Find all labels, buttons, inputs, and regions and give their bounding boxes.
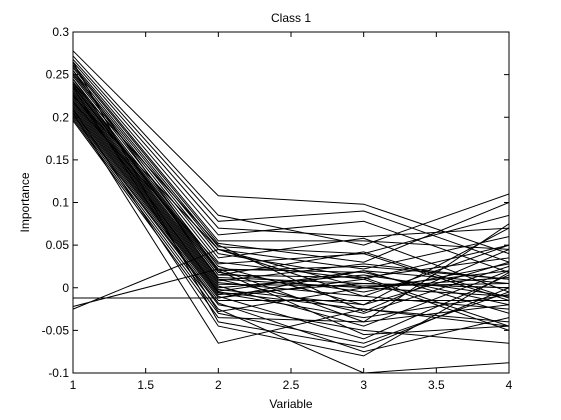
- series-line-5: [72, 64, 510, 273]
- y-tick-label-3: 0: [62, 281, 69, 295]
- series-line-48: [72, 223, 510, 323]
- y-tick-label-2: -0.05: [42, 323, 70, 337]
- x-tick-label-5: 3: [360, 378, 367, 392]
- series-line-39: [72, 95, 510, 297]
- x-tick-label-2: 1.5: [137, 378, 154, 392]
- x-axis-title: Variable: [269, 397, 312, 411]
- series-line-43: [72, 87, 510, 313]
- series-line-32: [72, 113, 510, 353]
- series-line-40: [72, 82, 510, 313]
- series-line-38: [72, 112, 510, 344]
- series-line-25: [72, 101, 510, 306]
- series-line-50: [72, 84, 510, 299]
- x-tick-label-7: 4: [506, 378, 513, 392]
- series-line-6: [72, 65, 510, 250]
- y-tick-label-7: 0.2: [52, 110, 69, 124]
- series-line-49: [72, 93, 510, 327]
- series-line-2: [72, 55, 510, 246]
- plot-frame: [72, 31, 510, 374]
- x-tick-label-4: 2.5: [283, 378, 300, 392]
- chart-title: Class 1: [271, 11, 311, 25]
- series-line-8: [72, 70, 510, 255]
- x-tick-label-3: 2: [215, 378, 222, 392]
- series-line-45: [72, 78, 510, 289]
- series-line-47: [72, 244, 510, 310]
- series-layer: [72, 50, 510, 374]
- y-tick-label-8: 0.25: [46, 68, 70, 82]
- y-tick-label-1: -0.1: [48, 366, 69, 380]
- series-line-46: [73, 270, 510, 299]
- x-tick-label-6: 3.5: [428, 378, 445, 392]
- ticks-layer: 1 1.5 2 2.5 3 3.5 4 -0.1 -0.05 0 0.05 0.1 0.15 0.2 0.2…: [42, 25, 513, 392]
- series-line-37: [72, 108, 510, 357]
- y-tick-label-5: 0.1: [52, 196, 69, 210]
- series-line-7: [72, 67, 510, 263]
- series-line-30: [72, 110, 510, 331]
- y-tick-label-6: 0.15: [46, 153, 70, 167]
- series-line-33: [72, 115, 510, 344]
- y-axis-title: Importance: [18, 172, 32, 232]
- y-tick-label-4: 0.05: [46, 238, 70, 252]
- series-line-3: [72, 58, 510, 263]
- series-line-14: [72, 82, 510, 306]
- y-tick-label-9: 0.3: [52, 25, 69, 39]
- series-line-17: [72, 87, 510, 327]
- series-line-36: [72, 120, 510, 323]
- series-line-1: [72, 50, 510, 255]
- series-line-11: [72, 75, 510, 293]
- series-line-22: [72, 96, 510, 287]
- series-line-41: [72, 70, 510, 336]
- x-tick-label-1: 1: [70, 378, 77, 392]
- series-line-19: [72, 91, 510, 314]
